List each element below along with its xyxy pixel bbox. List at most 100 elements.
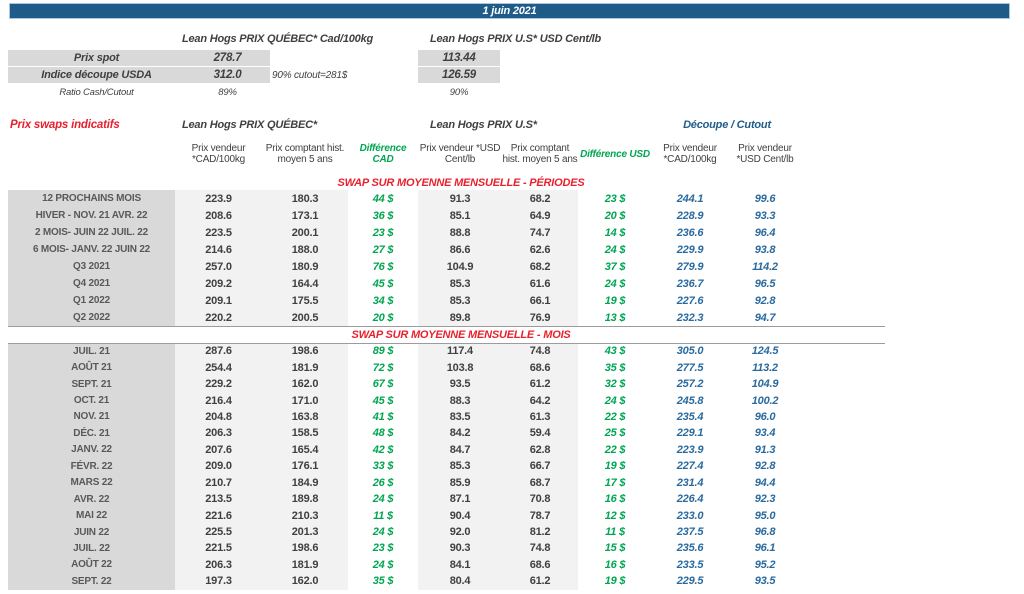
spot-us-value: 113.44	[418, 50, 500, 66]
cell: 93.5	[418, 375, 502, 393]
cell: 209.0	[175, 458, 262, 475]
cell: 13 $	[578, 309, 652, 326]
cell: 305.0	[652, 343, 728, 360]
cell: 67 $	[348, 375, 418, 393]
cell: 35 $	[348, 573, 418, 590]
cell: 164.4	[262, 275, 348, 292]
table-row: JUIL. 22 221.5 198.6 23 $90.3 74.8 15 $235.6 9…	[8, 540, 802, 557]
table-row: Q2 2022 220.2 200.5 20 $89.8 76.9 13 $232.3 94…	[8, 309, 802, 326]
cell: 208.6	[175, 207, 262, 224]
cell: 233.5	[652, 556, 728, 574]
cell: 201.3	[262, 523, 348, 541]
cell: 85.9	[418, 474, 502, 491]
cell: 19 $	[578, 458, 652, 475]
cell: 48 $	[348, 425, 418, 442]
cell: 277.5	[652, 359, 728, 376]
cell: 12 $	[578, 507, 652, 524]
table-row: DÉC. 21 206.3 158.5 48 $84.2 59.4 25 $229.1 93…	[8, 425, 802, 442]
cell: 223.9	[175, 190, 262, 207]
table-row: OCT. 21 216.4 171.0 45 $88.3 64.2 24 $245.8 10…	[8, 392, 802, 409]
cell: 26 $	[348, 474, 418, 491]
cell: 33 $	[348, 458, 418, 475]
cell: 92.8	[728, 292, 802, 309]
table-row: AOÛT 21 254.4 181.9 72 $103.8 68.6 35 $277.5 1…	[8, 359, 802, 376]
cell: 90.3	[418, 540, 502, 557]
cell: 229.2	[175, 375, 262, 393]
cell: 244.1	[652, 190, 728, 207]
cell: 84.2	[418, 425, 502, 442]
cell: 257.2	[652, 375, 728, 393]
cell: 221.6	[175, 507, 262, 524]
cell: 210.3	[262, 507, 348, 524]
cell: 59.4	[502, 425, 578, 442]
column-header: Différence USD	[580, 148, 650, 160]
table-row: 12 PROCHAINS MOIS 223.9 180.3 44 $91.3 68.2 2…	[8, 190, 802, 207]
cell: 206.3	[175, 556, 262, 574]
cell: 163.8	[262, 408, 348, 426]
cell: 198.6	[262, 343, 348, 360]
cell: 227.4	[652, 458, 728, 475]
cell: 62.8	[502, 441, 578, 459]
row-label: AOÛT 21	[8, 359, 175, 376]
cell: 22 $	[578, 441, 652, 459]
cell: 15 $	[578, 540, 652, 557]
cell: 19 $	[578, 292, 652, 309]
cell: 237.5	[652, 523, 728, 541]
cell: 68.6	[502, 556, 578, 574]
cell: 92.8	[728, 458, 802, 475]
ratio-label: Ratio Cash/Cutout	[59, 86, 134, 98]
cell: 165.4	[262, 441, 348, 459]
cell: 85.3	[418, 292, 502, 309]
cell: 227.6	[652, 292, 728, 309]
cell: 210.7	[175, 474, 262, 491]
cell: 96.0	[728, 408, 802, 426]
cell: 257.0	[175, 258, 262, 275]
cell: 25 $	[578, 425, 652, 442]
cell: 235.4	[652, 408, 728, 426]
cell: 64.2	[502, 392, 578, 409]
cell: 236.7	[652, 275, 728, 292]
cell: 229.1	[652, 425, 728, 442]
column-header: Prix vendeur *USD Cent/lb	[736, 143, 794, 165]
table-row: JUIL. 21 287.6 198.6 89 $117.4 74.8 43 $305.0…	[8, 343, 802, 360]
cell: 175.5	[262, 292, 348, 309]
table-row: AOÛT 22 206.3 181.9 24 $84.1 68.6 16 $233.5 95…	[8, 556, 802, 574]
column-header: Prix comptant hist. moyen 5 ans	[502, 143, 578, 165]
cell: 200.1	[262, 224, 348, 241]
cell: 85.3	[418, 458, 502, 475]
column-header: Différence CAD	[359, 143, 407, 165]
quebec-spot-title: Lean Hogs PRIX QUÉBEC* Cad/100kg	[182, 33, 374, 45]
months-body: JUIL. 21 287.6 198.6 89 $117.4 74.8 43 $305.0…	[8, 343, 802, 590]
column-header: Prix vendeur *CAD/100kg	[191, 143, 246, 165]
cell: 66.1	[502, 292, 578, 309]
table-row: MARS 22 210.7 184.9 26 $85.9 68.7 17 $231.4 94…	[8, 474, 802, 491]
cell: 207.6	[175, 441, 262, 459]
cell: 245.8	[652, 392, 728, 409]
cell: 96.8	[728, 523, 802, 541]
cell: 117.4	[418, 343, 502, 360]
row-label: SEPT. 21	[8, 375, 175, 393]
cell: 80.4	[418, 573, 502, 590]
cutout-group-header: Découpe / Cutout	[683, 119, 771, 131]
cell: 89.8	[418, 309, 502, 326]
row-label: JUIL. 22	[8, 540, 175, 557]
row-label: AVR. 22	[8, 490, 175, 508]
periods-title-row: SWAP SUR MOYENNE MENSUELLE - PÉRIODES	[8, 176, 802, 190]
cell: 89 $	[348, 343, 418, 360]
cell: 231.4	[652, 474, 728, 491]
cell: 85.3	[418, 275, 502, 292]
table-row: JUIN 22 225.5 201.3 24 $92.0 81.2 11 $237.5 96…	[8, 523, 802, 541]
cell: 279.9	[652, 258, 728, 275]
cell: 42 $	[348, 441, 418, 459]
cell: 37 $	[578, 258, 652, 275]
cell: 44 $	[348, 190, 418, 207]
cell: 184.9	[262, 474, 348, 491]
cell: 226.4	[652, 490, 728, 508]
cell: 27 $	[348, 241, 418, 258]
row-label: 2 MOIS- JUIN 22 JUIL. 22	[8, 224, 175, 241]
column-header-row: Prix vendeur *CAD/100kg Prix comptant hi…	[8, 132, 802, 176]
cell: 254.4	[175, 359, 262, 376]
cell: 84.1	[418, 556, 502, 574]
cell: 103.8	[418, 359, 502, 376]
table-row: FÉVR. 22 209.0 176.1 33 $85.3 66.7 19 $227.4 9…	[8, 458, 802, 475]
